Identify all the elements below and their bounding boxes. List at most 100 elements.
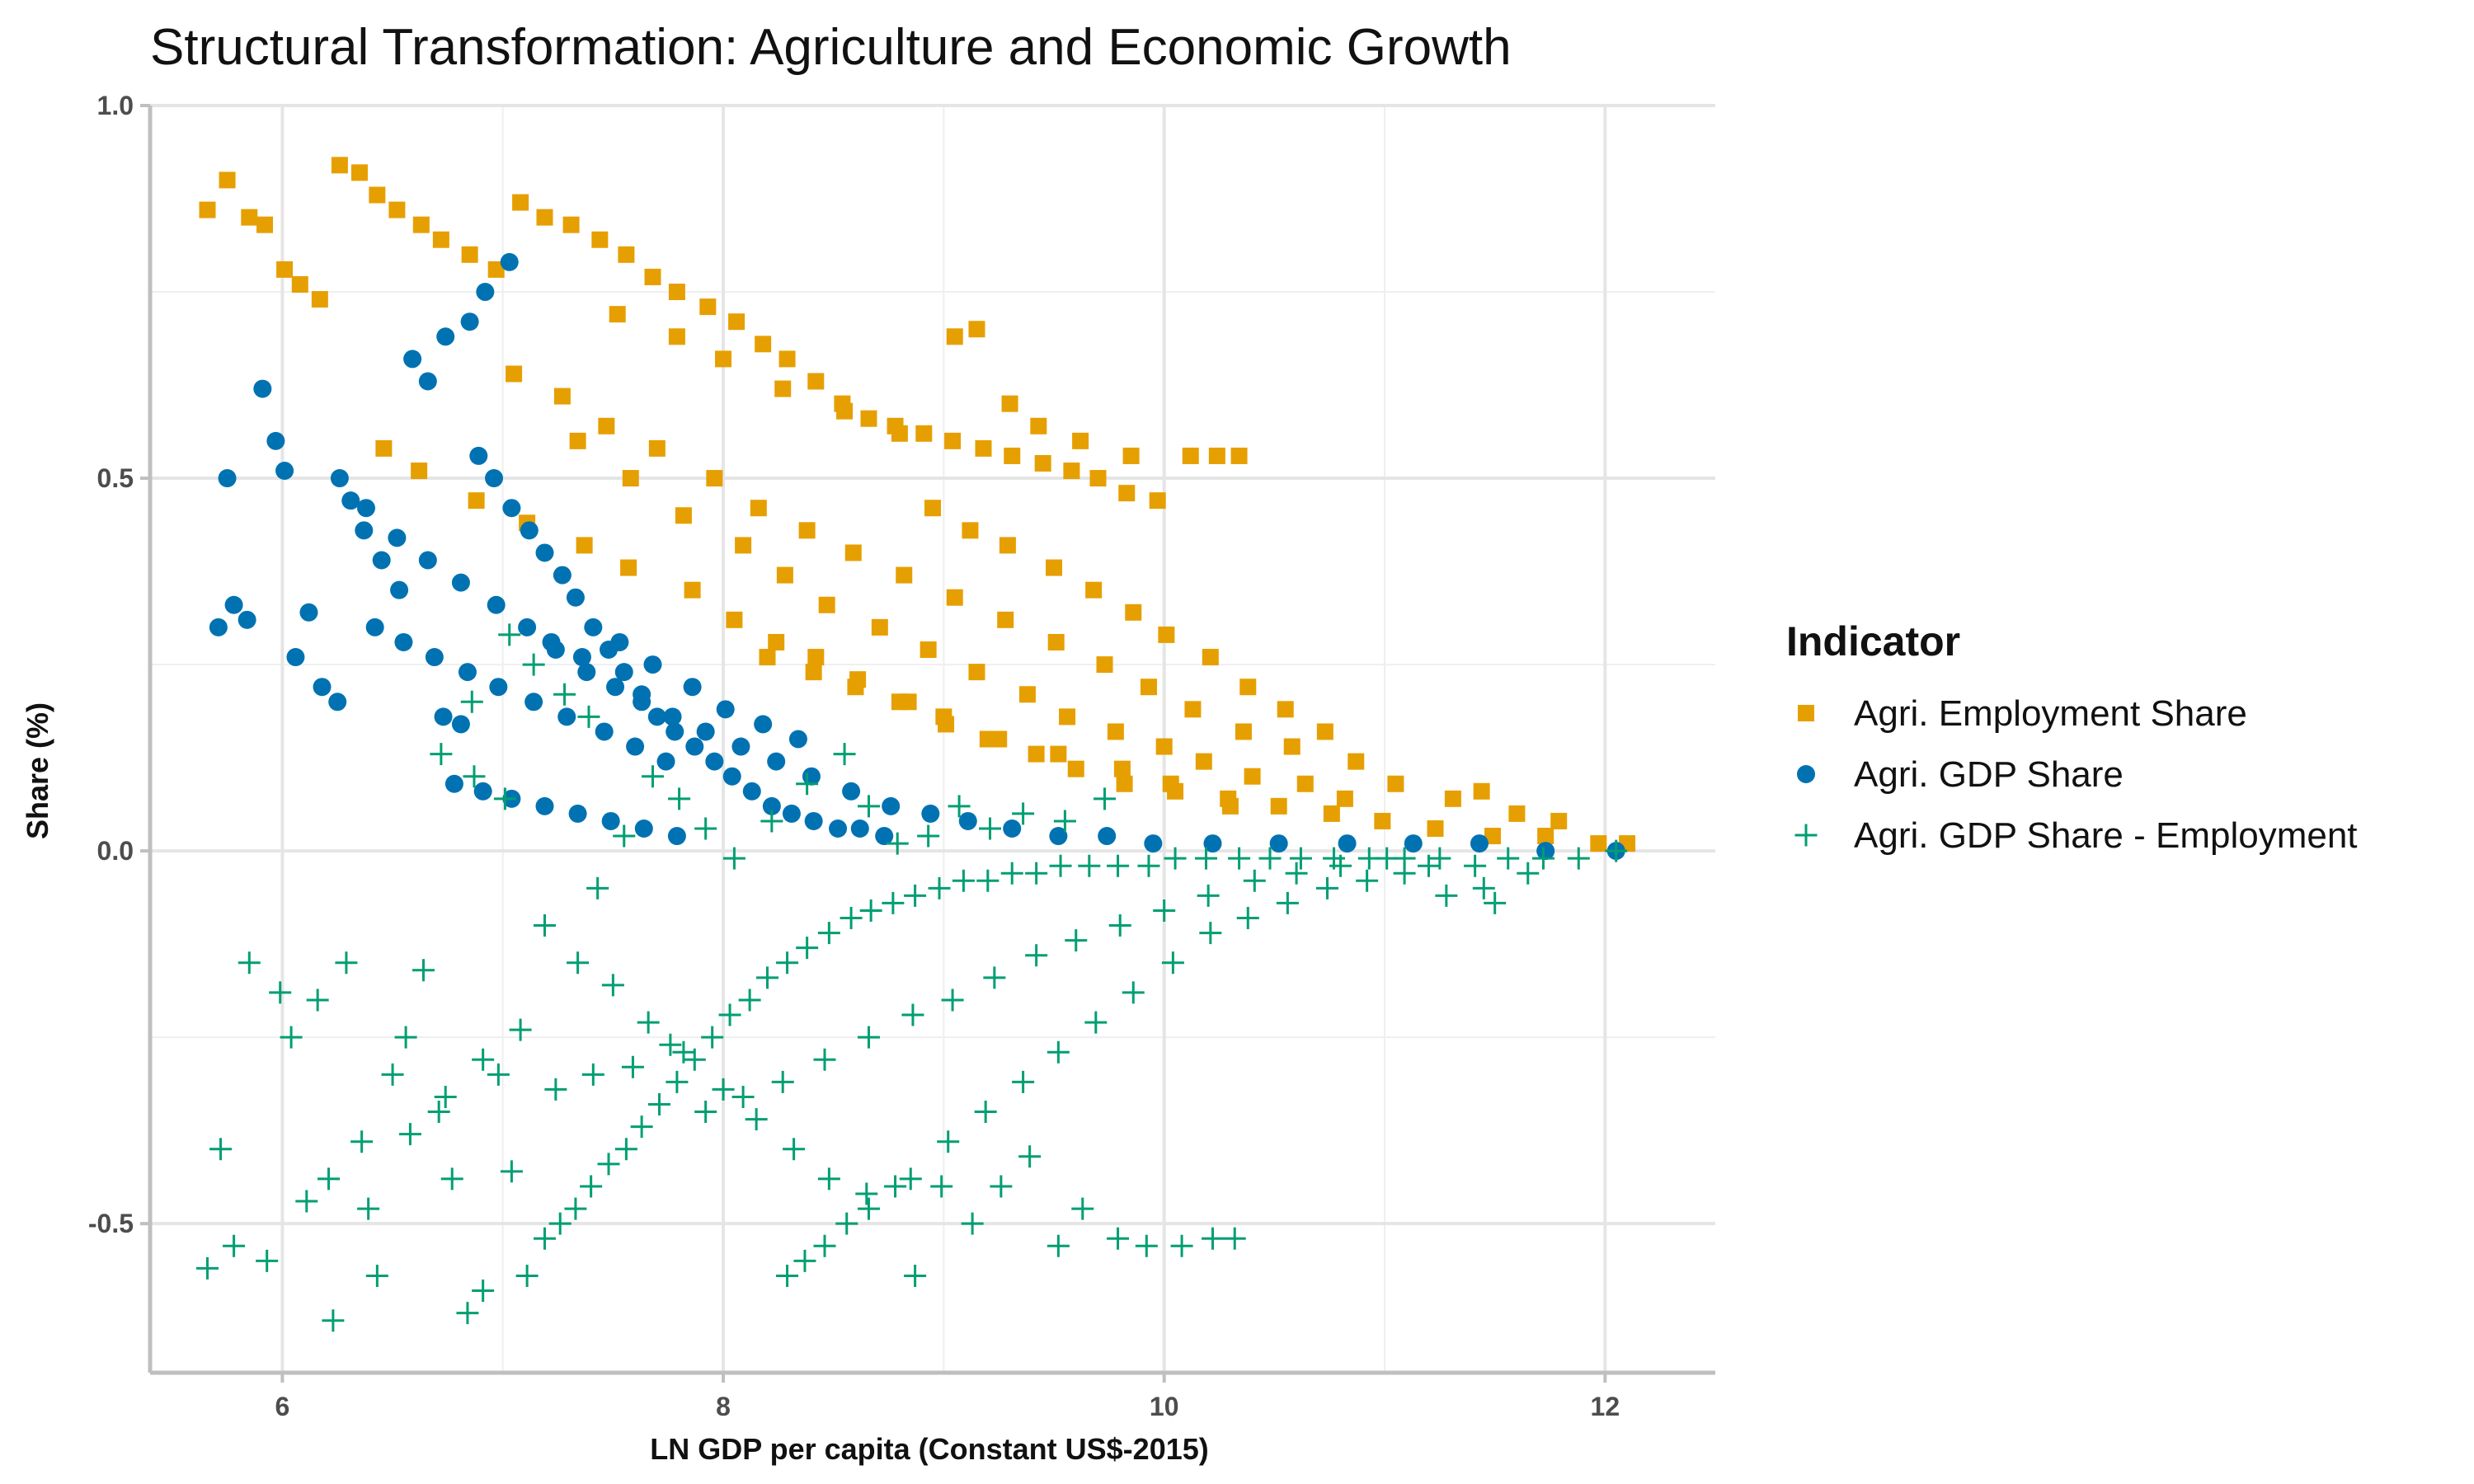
employment-share-point — [805, 664, 822, 681]
legend-symbol — [1797, 765, 1815, 783]
gdp-minus-employment-point — [196, 1256, 219, 1280]
employment-share-point — [620, 559, 637, 576]
gdp-share-point — [614, 663, 633, 682]
gdp-share-point — [584, 618, 603, 636]
gdp-share-point — [1003, 819, 1022, 838]
gdp-minus-employment-point — [1393, 862, 1416, 885]
gdp-minus-employment-point — [1199, 922, 1222, 945]
employment-share-point — [291, 275, 308, 293]
gdp-share-point — [1049, 827, 1068, 846]
gdp-minus-employment-point — [722, 847, 745, 870]
employment-share-point — [1018, 686, 1036, 703]
employment-share-point — [1590, 835, 1607, 852]
gdp-minus-employment-point — [835, 1212, 858, 1235]
gdp-minus-employment-point — [637, 1011, 660, 1034]
gdp-share-point — [663, 707, 682, 726]
gdp-minus-employment-point — [817, 1167, 840, 1190]
legend-symbol — [1798, 705, 1814, 721]
gdp-minus-employment-point — [564, 1197, 587, 1220]
employment-share-point — [1004, 447, 1021, 464]
gdp-minus-employment-point — [1605, 839, 1628, 862]
employment-share-point — [1089, 470, 1107, 487]
gdp-minus-employment-point — [509, 1018, 532, 1041]
gdp-minus-employment-point — [694, 817, 717, 840]
gdp-share-point — [299, 603, 318, 622]
employment-share-point — [1270, 797, 1287, 815]
gdp-minus-employment-point — [534, 1227, 557, 1250]
gdp-minus-employment-point — [1276, 891, 1299, 914]
gdp-minus-employment-point — [1025, 944, 1048, 967]
gdp-minus-employment-point — [621, 1055, 644, 1078]
gdp-minus-employment-point — [659, 1033, 682, 1056]
gdp-minus-employment-point — [886, 832, 909, 855]
x-axis-title: LN GDP per capita (Constant US$-2015) — [650, 1432, 1209, 1466]
employment-share-point — [1182, 447, 1199, 464]
gdp-minus-employment-point — [1094, 787, 1117, 810]
grid-layer — [150, 104, 1715, 1373]
gdp-share-point — [418, 372, 437, 391]
gdp-minus-employment-point — [1531, 847, 1554, 870]
gdp-minus-employment-point — [904, 1264, 927, 1287]
gdp-minus-employment-point — [917, 824, 940, 848]
legend-item: Agri. GDP Share - Employment — [1794, 815, 2358, 856]
legend-label: Agri. GDP Share - Employment — [1854, 815, 2358, 856]
gdp-share-point — [238, 610, 256, 629]
gdp-minus-employment-point — [840, 906, 863, 929]
gdp-minus-employment-point — [487, 1063, 510, 1086]
gdp-minus-employment-point — [1012, 802, 1035, 825]
gdp-minus-employment-point — [666, 1070, 689, 1093]
employment-share-point — [1028, 745, 1045, 763]
gdp-share-point — [595, 722, 614, 741]
gdp-minus-employment-point — [712, 1078, 735, 1101]
employment-share-point — [241, 209, 258, 226]
gdp-share-point — [451, 573, 470, 592]
gdp-minus-employment-point — [256, 1249, 279, 1272]
employment-share-point — [468, 492, 485, 510]
gdp-share-point — [829, 819, 848, 838]
employment-share-point — [1235, 723, 1252, 740]
gdp-share-point — [473, 782, 492, 801]
employment-share-point — [618, 246, 635, 263]
employment-share-point — [871, 618, 888, 636]
gdp-share-point — [566, 588, 585, 607]
gdp-minus-employment-point — [365, 1264, 388, 1287]
gdp-share-point — [762, 796, 781, 815]
gdp-minus-employment-point — [776, 951, 799, 974]
employment-share-point — [1034, 454, 1051, 472]
gdp-minus-employment-point — [586, 876, 609, 899]
employment-share-point — [598, 417, 615, 434]
gdp-minus-employment-point — [859, 899, 882, 922]
employment-share-point — [776, 566, 793, 584]
employment-share-point — [411, 463, 428, 480]
gdp-minus-employment-point — [460, 690, 483, 713]
employment-share-point — [1001, 395, 1018, 412]
y-axis-title: Share (%) — [21, 702, 54, 839]
employment-share-point — [512, 194, 529, 211]
employment-share-point — [1387, 775, 1404, 792]
x-tick-label: 6 — [275, 1392, 289, 1421]
employment-share-point — [938, 716, 955, 733]
gdp-minus-employment-point — [601, 974, 624, 997]
gdp-minus-employment-point — [306, 989, 329, 1012]
gdp-share-point — [394, 632, 413, 651]
gdp-minus-employment-point — [701, 1026, 724, 1049]
gdp-share-point — [842, 782, 861, 801]
gdp-share-point — [633, 693, 651, 711]
employment-share-point — [979, 730, 996, 748]
gdp-minus-employment-point — [899, 1167, 922, 1190]
gdp-minus-employment-point — [1107, 1227, 1130, 1250]
employment-share-point — [968, 321, 985, 338]
gdp-minus-employment-point — [952, 869, 975, 892]
y-tick-label: -0.5 — [88, 1209, 134, 1238]
employment-share-point — [768, 633, 785, 650]
legend-label: Agri. Employment Share — [1854, 693, 2247, 734]
employment-share-point — [1158, 626, 1175, 643]
employment-share-point — [1107, 723, 1124, 740]
gdp-share-point — [535, 543, 554, 562]
gdp-share-point — [356, 499, 375, 518]
gdp-minus-employment-point — [979, 817, 1001, 840]
employment-share-point — [1118, 485, 1136, 502]
gdp-minus-employment-point — [1243, 869, 1266, 892]
employment-share-point — [1444, 790, 1461, 807]
